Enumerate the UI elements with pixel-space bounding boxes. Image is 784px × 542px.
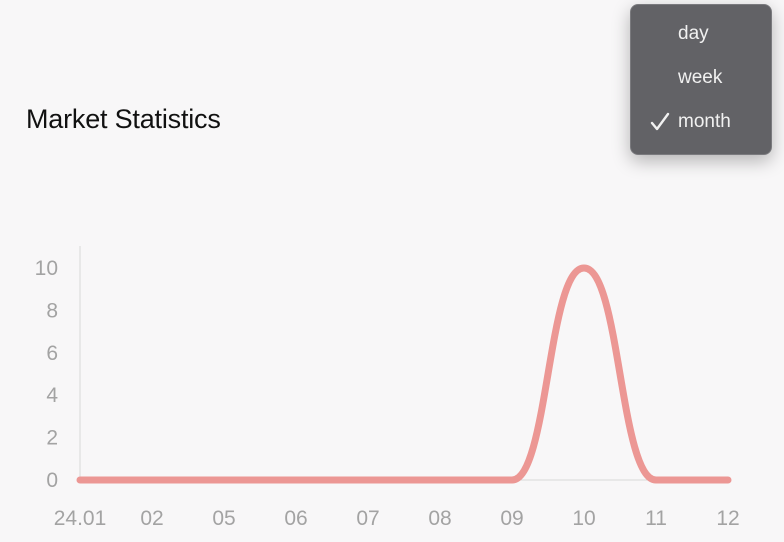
y-tick-label: 10 <box>35 257 58 280</box>
period-dropdown-menu: day week month <box>630 4 772 155</box>
x-tick-label: 08 <box>428 507 451 530</box>
data-point <box>725 477 731 483</box>
menu-item-week[interactable]: week <box>631 59 771 95</box>
data-point <box>77 477 83 483</box>
y-tick-label: 6 <box>46 342 58 365</box>
x-tick-label: 06 <box>284 507 307 530</box>
x-tick-label: 07 <box>356 507 379 530</box>
menu-item-day[interactable]: day <box>631 15 771 51</box>
series-line <box>76 264 732 484</box>
data-point <box>653 477 659 483</box>
data-point <box>365 477 371 483</box>
x-tick-label: 02 <box>140 507 163 530</box>
x-tick-label: 10 <box>572 507 595 530</box>
x-tick-label: 11 <box>645 507 667 530</box>
x-tick-label: 05 <box>212 507 235 530</box>
page-title: Market Statistics <box>26 104 221 134</box>
x-tick-label: 09 <box>500 507 523 530</box>
checkmark-icon <box>650 112 670 131</box>
y-tick-label: 2 <box>46 427 58 450</box>
data-point <box>581 265 587 271</box>
menu-item-label: week <box>678 67 723 88</box>
data-point <box>221 477 227 483</box>
data-point <box>293 477 299 483</box>
x-tick-label: 24.01 <box>54 507 107 530</box>
x-tick-label: 12 <box>716 507 739 530</box>
menu-item-month[interactable]: month <box>631 103 771 139</box>
y-tick-label: 0 <box>46 469 58 492</box>
data-point <box>149 477 155 483</box>
menu-item-label: day <box>678 23 709 44</box>
data-point <box>509 477 515 483</box>
data-point <box>437 477 443 483</box>
y-tick-label: 8 <box>46 299 58 322</box>
y-tick-label: 4 <box>46 384 58 407</box>
menu-item-label: month <box>678 111 731 132</box>
